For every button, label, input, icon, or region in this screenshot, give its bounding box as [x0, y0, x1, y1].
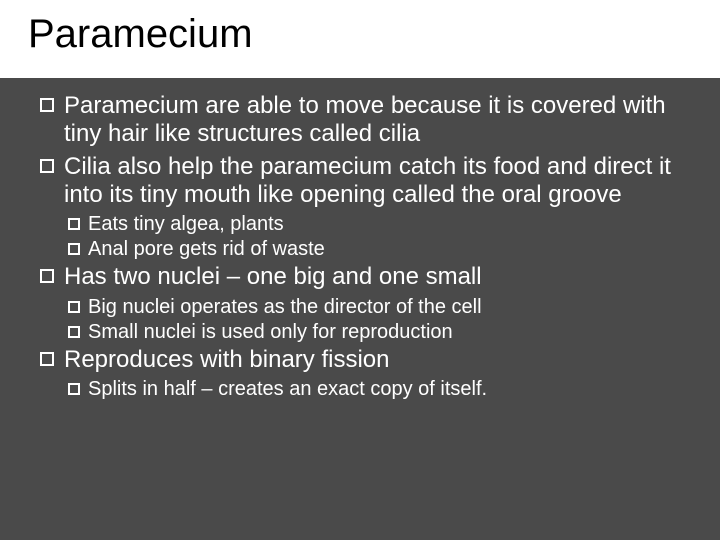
- list-item: Big nuclei operates as the director of t…: [68, 296, 680, 319]
- bullet-text: Has two nuclei – one big and one small: [64, 263, 680, 291]
- square-icon: [68, 218, 80, 230]
- list-item: Small nuclei is used only for reproducti…: [68, 321, 680, 344]
- list-item: Reproduces with binary fission: [40, 346, 680, 374]
- square-icon: [40, 98, 54, 112]
- list-item: Has two nuclei – one big and one small: [40, 263, 680, 291]
- content-area: Paramecium are able to move because it i…: [0, 78, 720, 540]
- bullet-text: Big nuclei operates as the director of t…: [88, 296, 680, 319]
- bullet-text: Anal pore gets rid of waste: [88, 238, 680, 261]
- bullet-text: Cilia also help the paramecium catch its…: [64, 153, 680, 210]
- square-icon: [68, 383, 80, 395]
- list-item: Splits in half – creates an exact copy o…: [68, 378, 680, 401]
- square-icon: [40, 269, 54, 283]
- bullet-text: Paramecium are able to move because it i…: [64, 92, 680, 149]
- bullet-text: Reproduces with binary fission: [64, 346, 680, 374]
- list-item: Anal pore gets rid of waste: [68, 238, 680, 261]
- slide: Paramecium Paramecium are able to move b…: [0, 0, 720, 540]
- list-item: Cilia also help the paramecium catch its…: [40, 153, 680, 210]
- list-item: Eats tiny algea, plants: [68, 213, 680, 236]
- square-icon: [68, 243, 80, 255]
- slide-title: Paramecium: [28, 12, 692, 57]
- square-icon: [68, 301, 80, 313]
- list-item: Paramecium are able to move because it i…: [40, 92, 680, 149]
- bullet-text: Small nuclei is used only for reproducti…: [88, 321, 680, 344]
- square-icon: [40, 352, 54, 366]
- bullet-text: Splits in half – creates an exact copy o…: [88, 378, 680, 401]
- bullet-text: Eats tiny algea, plants: [88, 213, 680, 236]
- square-icon: [68, 326, 80, 338]
- title-area: Paramecium: [0, 0, 720, 65]
- square-icon: [40, 159, 54, 173]
